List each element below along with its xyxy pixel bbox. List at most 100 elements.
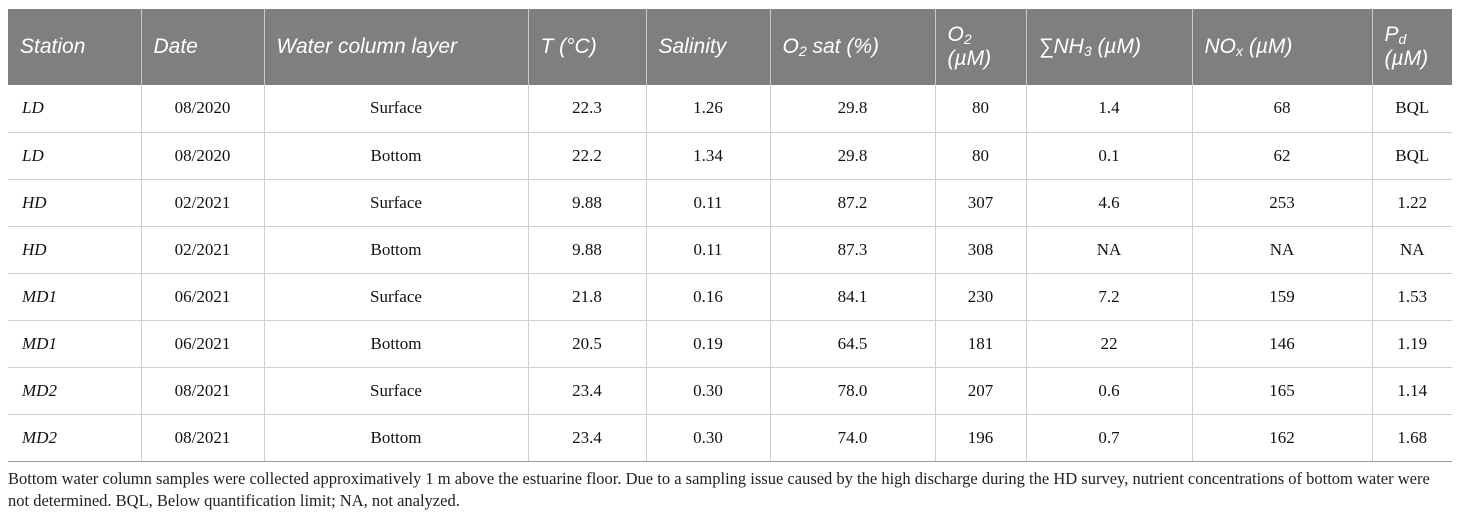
table-row: MD2 08/2021 Bottom 23.4 0.30 74.0 196 0.7 162 1.6…: [8, 414, 1452, 462]
cell-nox: 68: [1192, 85, 1373, 133]
cell-layer: Bottom: [264, 226, 529, 274]
cell-salinity: 0.30: [646, 367, 771, 415]
cell-temp: 22.2: [528, 132, 647, 180]
cell-station: LD: [8, 85, 142, 133]
cell-o2sat: 29.8: [770, 85, 936, 133]
cell-station: MD2: [8, 367, 142, 415]
cell-nh3: 0.1: [1026, 132, 1193, 180]
cell-date: 06/2021: [141, 273, 265, 321]
cell-o2: 181: [935, 320, 1027, 368]
cell-o2: 196: [935, 414, 1027, 462]
table-row: MD1 06/2021 Surface 21.8 0.16 84.1 230 7.2 159 1.…: [8, 273, 1452, 321]
cell-nox: 253: [1192, 179, 1373, 227]
table-footnote: Bottom water column samples were collect…: [8, 468, 1430, 510]
table-row: HD 02/2021 Surface 9.88 0.11 87.2 307 4.6 253 1.2…: [8, 179, 1452, 227]
col-header-salinity: Salinity: [646, 9, 771, 85]
cell-salinity: 1.34: [646, 132, 771, 180]
cell-pd: BQL: [1372, 132, 1452, 180]
cell-nh3: 1.4: [1026, 85, 1193, 133]
col-header-station: Station: [8, 9, 142, 85]
cell-salinity: 0.19: [646, 320, 771, 368]
cell-temp: 21.8: [528, 273, 647, 321]
cell-nh3: 0.6: [1026, 367, 1193, 415]
cell-layer: Surface: [264, 179, 529, 227]
cell-temp: 9.88: [528, 226, 647, 274]
cell-station: HD: [8, 179, 142, 227]
cell-station: LD: [8, 132, 142, 180]
cell-nh3: 0.7: [1026, 414, 1193, 462]
cell-salinity: 0.30: [646, 414, 771, 462]
cell-temp: 9.88: [528, 179, 647, 227]
cell-layer: Bottom: [264, 320, 529, 368]
cell-nh3: 22: [1026, 320, 1193, 368]
col-header-pd: Pd (µM): [1372, 9, 1452, 85]
cell-nox: 62: [1192, 132, 1373, 180]
cell-date: 08/2021: [141, 367, 265, 415]
cell-nox: 159: [1192, 273, 1373, 321]
cell-station: MD1: [8, 320, 142, 368]
cell-o2sat: 29.8: [770, 132, 936, 180]
cell-o2sat: 84.1: [770, 273, 936, 321]
cell-layer: Surface: [264, 85, 529, 133]
cell-o2sat: 87.3: [770, 226, 936, 274]
table-container: Station Date Water column layer T (°C) S…: [8, 9, 1452, 512]
cell-o2sat: 78.0: [770, 367, 936, 415]
cell-date: 02/2021: [141, 226, 265, 274]
cell-layer: Bottom: [264, 414, 529, 462]
table-row: LD 08/2020 Bottom 22.2 1.34 29.8 80 0.1 62 BQL: [8, 132, 1452, 180]
cell-o2sat: 74.0: [770, 414, 936, 462]
cell-date: 02/2021: [141, 179, 265, 227]
col-header-temperature: T (°C): [528, 9, 647, 85]
cell-date: 08/2021: [141, 414, 265, 462]
cell-date: 08/2020: [141, 85, 265, 133]
table-row: MD1 06/2021 Bottom 20.5 0.19 64.5 181 22 146 1.19: [8, 320, 1452, 368]
cell-layer: Surface: [264, 367, 529, 415]
cell-pd: 1.68: [1372, 414, 1452, 462]
cell-o2sat: 64.5: [770, 320, 936, 368]
col-header-date: Date: [141, 9, 265, 85]
table-row: MD2 08/2021 Surface 23.4 0.30 78.0 207 0.6 165 1.…: [8, 367, 1452, 415]
cell-salinity: 1.26: [646, 85, 771, 133]
cell-pd: BQL: [1372, 85, 1452, 133]
cell-nox: NA: [1192, 226, 1373, 274]
cell-o2: 230: [935, 273, 1027, 321]
cell-nh3: 4.6: [1026, 179, 1193, 227]
cell-station: MD2: [8, 414, 142, 462]
cell-nox: 146: [1192, 320, 1373, 368]
cell-o2: 207: [935, 367, 1027, 415]
cell-o2: 80: [935, 85, 1027, 133]
cell-salinity: 0.11: [646, 179, 771, 227]
cell-nh3: NA: [1026, 226, 1193, 274]
cell-station: HD: [8, 226, 142, 274]
cell-nox: 165: [1192, 367, 1373, 415]
cell-station: MD1: [8, 273, 142, 321]
cell-o2sat: 87.2: [770, 179, 936, 227]
cell-temp: 23.4: [528, 414, 647, 462]
cell-temp: 23.4: [528, 367, 647, 415]
cell-pd: 1.19: [1372, 320, 1452, 368]
cell-pd: 1.22: [1372, 179, 1452, 227]
cell-date: 08/2020: [141, 132, 265, 180]
col-header-layer: Water column layer: [264, 9, 529, 85]
cell-temp: 22.3: [528, 85, 647, 133]
cell-o2: 80: [935, 132, 1027, 180]
col-header-ammonia: ∑NH3 (µM): [1026, 9, 1193, 85]
cell-nox: 162: [1192, 414, 1373, 462]
col-header-nox: NOx (µM): [1192, 9, 1373, 85]
cell-o2: 307: [935, 179, 1027, 227]
col-header-o2: O2 (µM): [935, 9, 1027, 85]
table-row: LD 08/2020 Surface 22.3 1.26 29.8 80 1.4 68 BQL: [8, 85, 1452, 133]
cell-pd: NA: [1372, 226, 1452, 274]
cell-salinity: 0.16: [646, 273, 771, 321]
cell-o2: 308: [935, 226, 1027, 274]
cell-date: 06/2021: [141, 320, 265, 368]
col-header-o2-saturation: O2 sat (%): [770, 9, 936, 85]
cell-temp: 20.5: [528, 320, 647, 368]
cell-salinity: 0.11: [646, 226, 771, 274]
cell-pd: 1.14: [1372, 367, 1452, 415]
water-column-table: Station Date Water column layer T (°C) S…: [8, 9, 1452, 462]
table-header-row: Station Date Water column layer T (°C) S…: [8, 9, 1452, 85]
cell-layer: Surface: [264, 273, 529, 321]
cell-nh3: 7.2: [1026, 273, 1193, 321]
cell-layer: Bottom: [264, 132, 529, 180]
